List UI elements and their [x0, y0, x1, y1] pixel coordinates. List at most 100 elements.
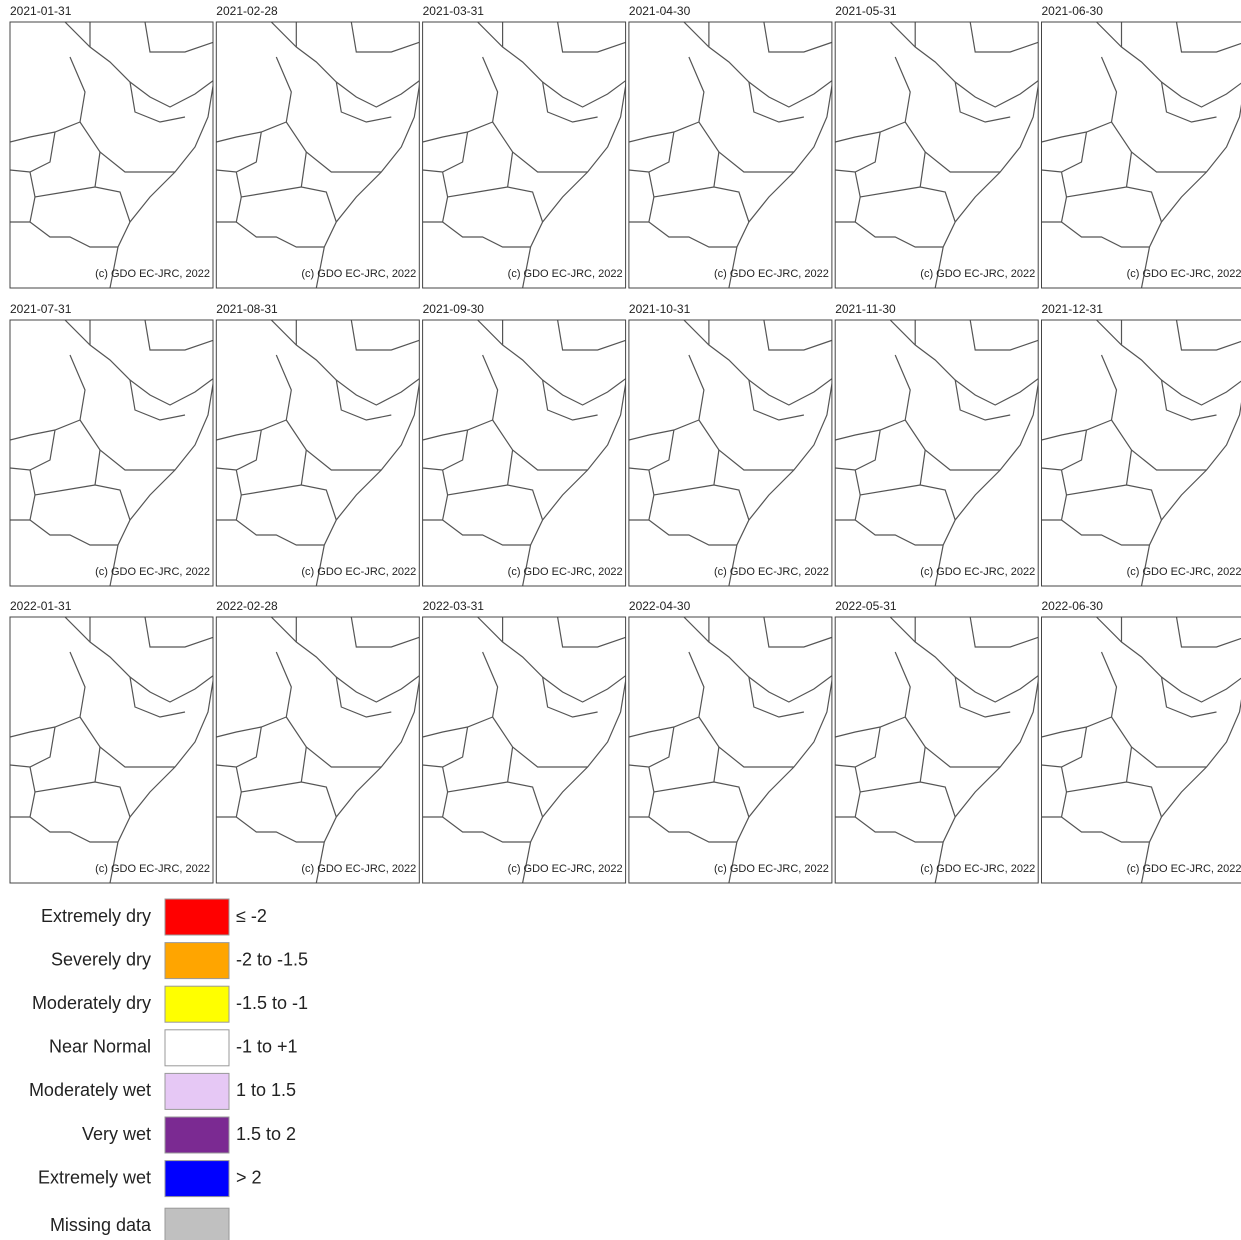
border-line	[648, 494, 737, 546]
map-background	[422, 617, 626, 883]
border-line	[492, 121, 588, 173]
panel-date: 2022-02-28	[216, 599, 278, 613]
border-line	[442, 171, 508, 198]
map-lines	[10, 22, 213, 288]
map-lines	[422, 320, 626, 586]
legend-range: 1 to 1.5	[236, 1080, 296, 1100]
border-line	[648, 469, 714, 496]
map-frame	[215, 21, 420, 289]
map-background	[216, 617, 420, 883]
map-background	[216, 22, 420, 288]
border-line	[934, 82, 1039, 288]
border-line	[969, 320, 1039, 351]
border-line	[10, 354, 86, 441]
border-line	[713, 449, 750, 521]
legend-range: -2 to -1.5	[236, 949, 308, 969]
border-line	[300, 449, 337, 521]
border-line	[1060, 791, 1150, 843]
border-line	[522, 82, 626, 288]
border-line	[216, 354, 292, 441]
legend-label: Moderately dry	[32, 993, 151, 1013]
border-line	[1160, 379, 1217, 421]
map-panel: 2021-05-31 (c) GDO EC-JRC, 2022	[834, 4, 1039, 289]
border-line	[422, 726, 469, 768]
border-line	[557, 22, 626, 53]
border-line	[648, 171, 714, 198]
border-line	[10, 726, 56, 768]
panel-date: 2022-04-30	[629, 599, 691, 613]
map-background	[835, 22, 1039, 288]
map-panel: 2021-04-30 (c) GDO EC-JRC, 2022	[628, 4, 833, 289]
border-line	[216, 131, 262, 173]
credit: (c) GDO EC-JRC, 2022	[714, 268, 829, 280]
border-line	[350, 617, 420, 648]
border-line	[728, 380, 832, 586]
border-line	[969, 617, 1039, 648]
border-line	[904, 716, 1001, 768]
border-line	[854, 196, 944, 248]
border-line	[889, 320, 1039, 406]
border-line	[442, 766, 508, 793]
map-panel: 2022-05-31 (c) GDO EC-JRC, 2022	[834, 599, 1039, 884]
border-line	[1041, 429, 1088, 471]
border-line	[919, 151, 956, 223]
map-panel: 2021-06-30 (c) GDO EC-JRC, 2022	[1041, 4, 1241, 289]
border-line	[1111, 419, 1207, 471]
border-line	[1125, 151, 1163, 223]
border-line	[542, 676, 598, 718]
panel-date: 2021-08-31	[216, 302, 278, 316]
border-line	[854, 791, 944, 843]
credit: (c) GDO EC-JRC, 2022	[920, 566, 1035, 578]
border-line	[235, 766, 302, 793]
legend-swatch	[164, 1160, 230, 1198]
map-background	[1041, 22, 1241, 288]
border-line	[1125, 746, 1163, 818]
map-background	[628, 617, 832, 883]
border-line	[29, 791, 118, 843]
border-line	[835, 354, 911, 441]
credit: (c) GDO EC-JRC, 2022	[1127, 863, 1241, 875]
border-line	[919, 449, 956, 521]
map-frame	[215, 616, 420, 884]
border-line	[10, 429, 56, 471]
map-lines	[422, 617, 626, 883]
credit: (c) GDO EC-JRC, 2022	[508, 566, 623, 578]
border-line	[854, 766, 921, 793]
border-line	[1125, 449, 1163, 521]
border-line	[648, 766, 714, 793]
border-line	[648, 791, 737, 843]
border-line	[10, 56, 86, 143]
border-line	[300, 151, 337, 223]
legend-label: Extremely dry	[41, 906, 151, 926]
border-line	[235, 494, 325, 546]
border-line	[109, 82, 213, 288]
border-line	[1060, 494, 1150, 546]
panel-date: 2022-05-31	[835, 599, 897, 613]
legend-swatch	[164, 1029, 230, 1067]
map-frame	[628, 319, 833, 587]
map-lines	[422, 22, 626, 288]
legend-swatch	[164, 1116, 230, 1154]
map-frame	[1041, 319, 1241, 587]
border-line	[835, 56, 911, 143]
map-panel: 2021-11-30 (c) GDO EC-JRC, 2022	[834, 302, 1039, 587]
border-line	[954, 676, 1011, 718]
map-background	[1041, 617, 1241, 883]
panel-date: 2021-01-31	[10, 4, 72, 18]
legend-swatch	[164, 1072, 230, 1110]
border-line	[29, 171, 96, 198]
border-line	[64, 617, 213, 703]
border-line	[285, 716, 382, 768]
border-line	[1175, 320, 1241, 351]
border-line	[904, 419, 1001, 471]
map-background	[10, 320, 213, 586]
border-line	[216, 429, 262, 471]
map-panel: 2022-02-28 (c) GDO EC-JRC, 2022	[215, 599, 420, 884]
border-line	[506, 151, 544, 223]
map-lines	[216, 320, 420, 586]
border-line	[1096, 320, 1241, 406]
border-line	[94, 746, 131, 818]
border-line	[1041, 651, 1118, 738]
panel-date: 2022-06-30	[1042, 599, 1104, 613]
border-line	[64, 22, 213, 108]
